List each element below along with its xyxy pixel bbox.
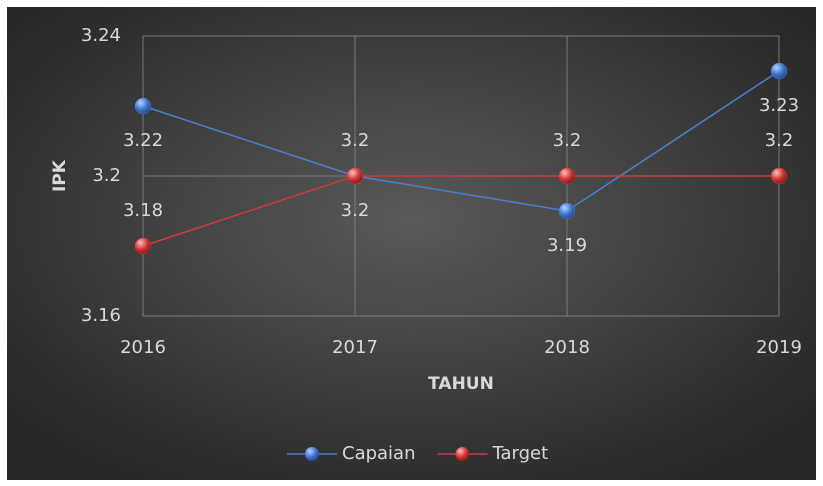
legend-label: Capaian bbox=[342, 443, 416, 464]
y-tick-label: 3.16 bbox=[81, 305, 121, 326]
data-label: 3.19 bbox=[547, 235, 587, 256]
data-point bbox=[134, 97, 152, 115]
series-line bbox=[142, 175, 779, 247]
data-point bbox=[770, 167, 788, 185]
x-axis-title: TAHUN bbox=[428, 374, 494, 394]
data-label: 3.18 bbox=[123, 200, 163, 221]
x-tick-label: 2016 bbox=[120, 337, 166, 358]
data-label: 3.23 bbox=[759, 95, 799, 116]
data-point bbox=[558, 167, 576, 185]
x-tick-label: 2017 bbox=[332, 337, 378, 358]
y-tick-label: 3.2 bbox=[92, 165, 121, 186]
legend-label: Target bbox=[492, 443, 549, 464]
data-label: 3.2 bbox=[341, 130, 370, 151]
data-label: 3.2 bbox=[341, 200, 370, 221]
x-tick-label: 2018 bbox=[544, 337, 590, 358]
y-axis-title: IPK bbox=[50, 159, 70, 192]
data-point bbox=[134, 237, 152, 255]
legend-marker bbox=[305, 447, 319, 461]
data-point bbox=[346, 167, 364, 185]
data-label: 3.2 bbox=[765, 130, 794, 151]
data-label: 3.2 bbox=[553, 130, 582, 151]
series-line bbox=[142, 70, 780, 212]
chart-background bbox=[7, 7, 816, 480]
x-tick-label: 2019 bbox=[756, 337, 802, 358]
legend-marker bbox=[455, 447, 470, 461]
data-label: 3.22 bbox=[123, 130, 163, 151]
y-tick-label: 3.24 bbox=[81, 25, 121, 46]
data-point bbox=[770, 62, 788, 80]
data-point bbox=[558, 202, 576, 220]
